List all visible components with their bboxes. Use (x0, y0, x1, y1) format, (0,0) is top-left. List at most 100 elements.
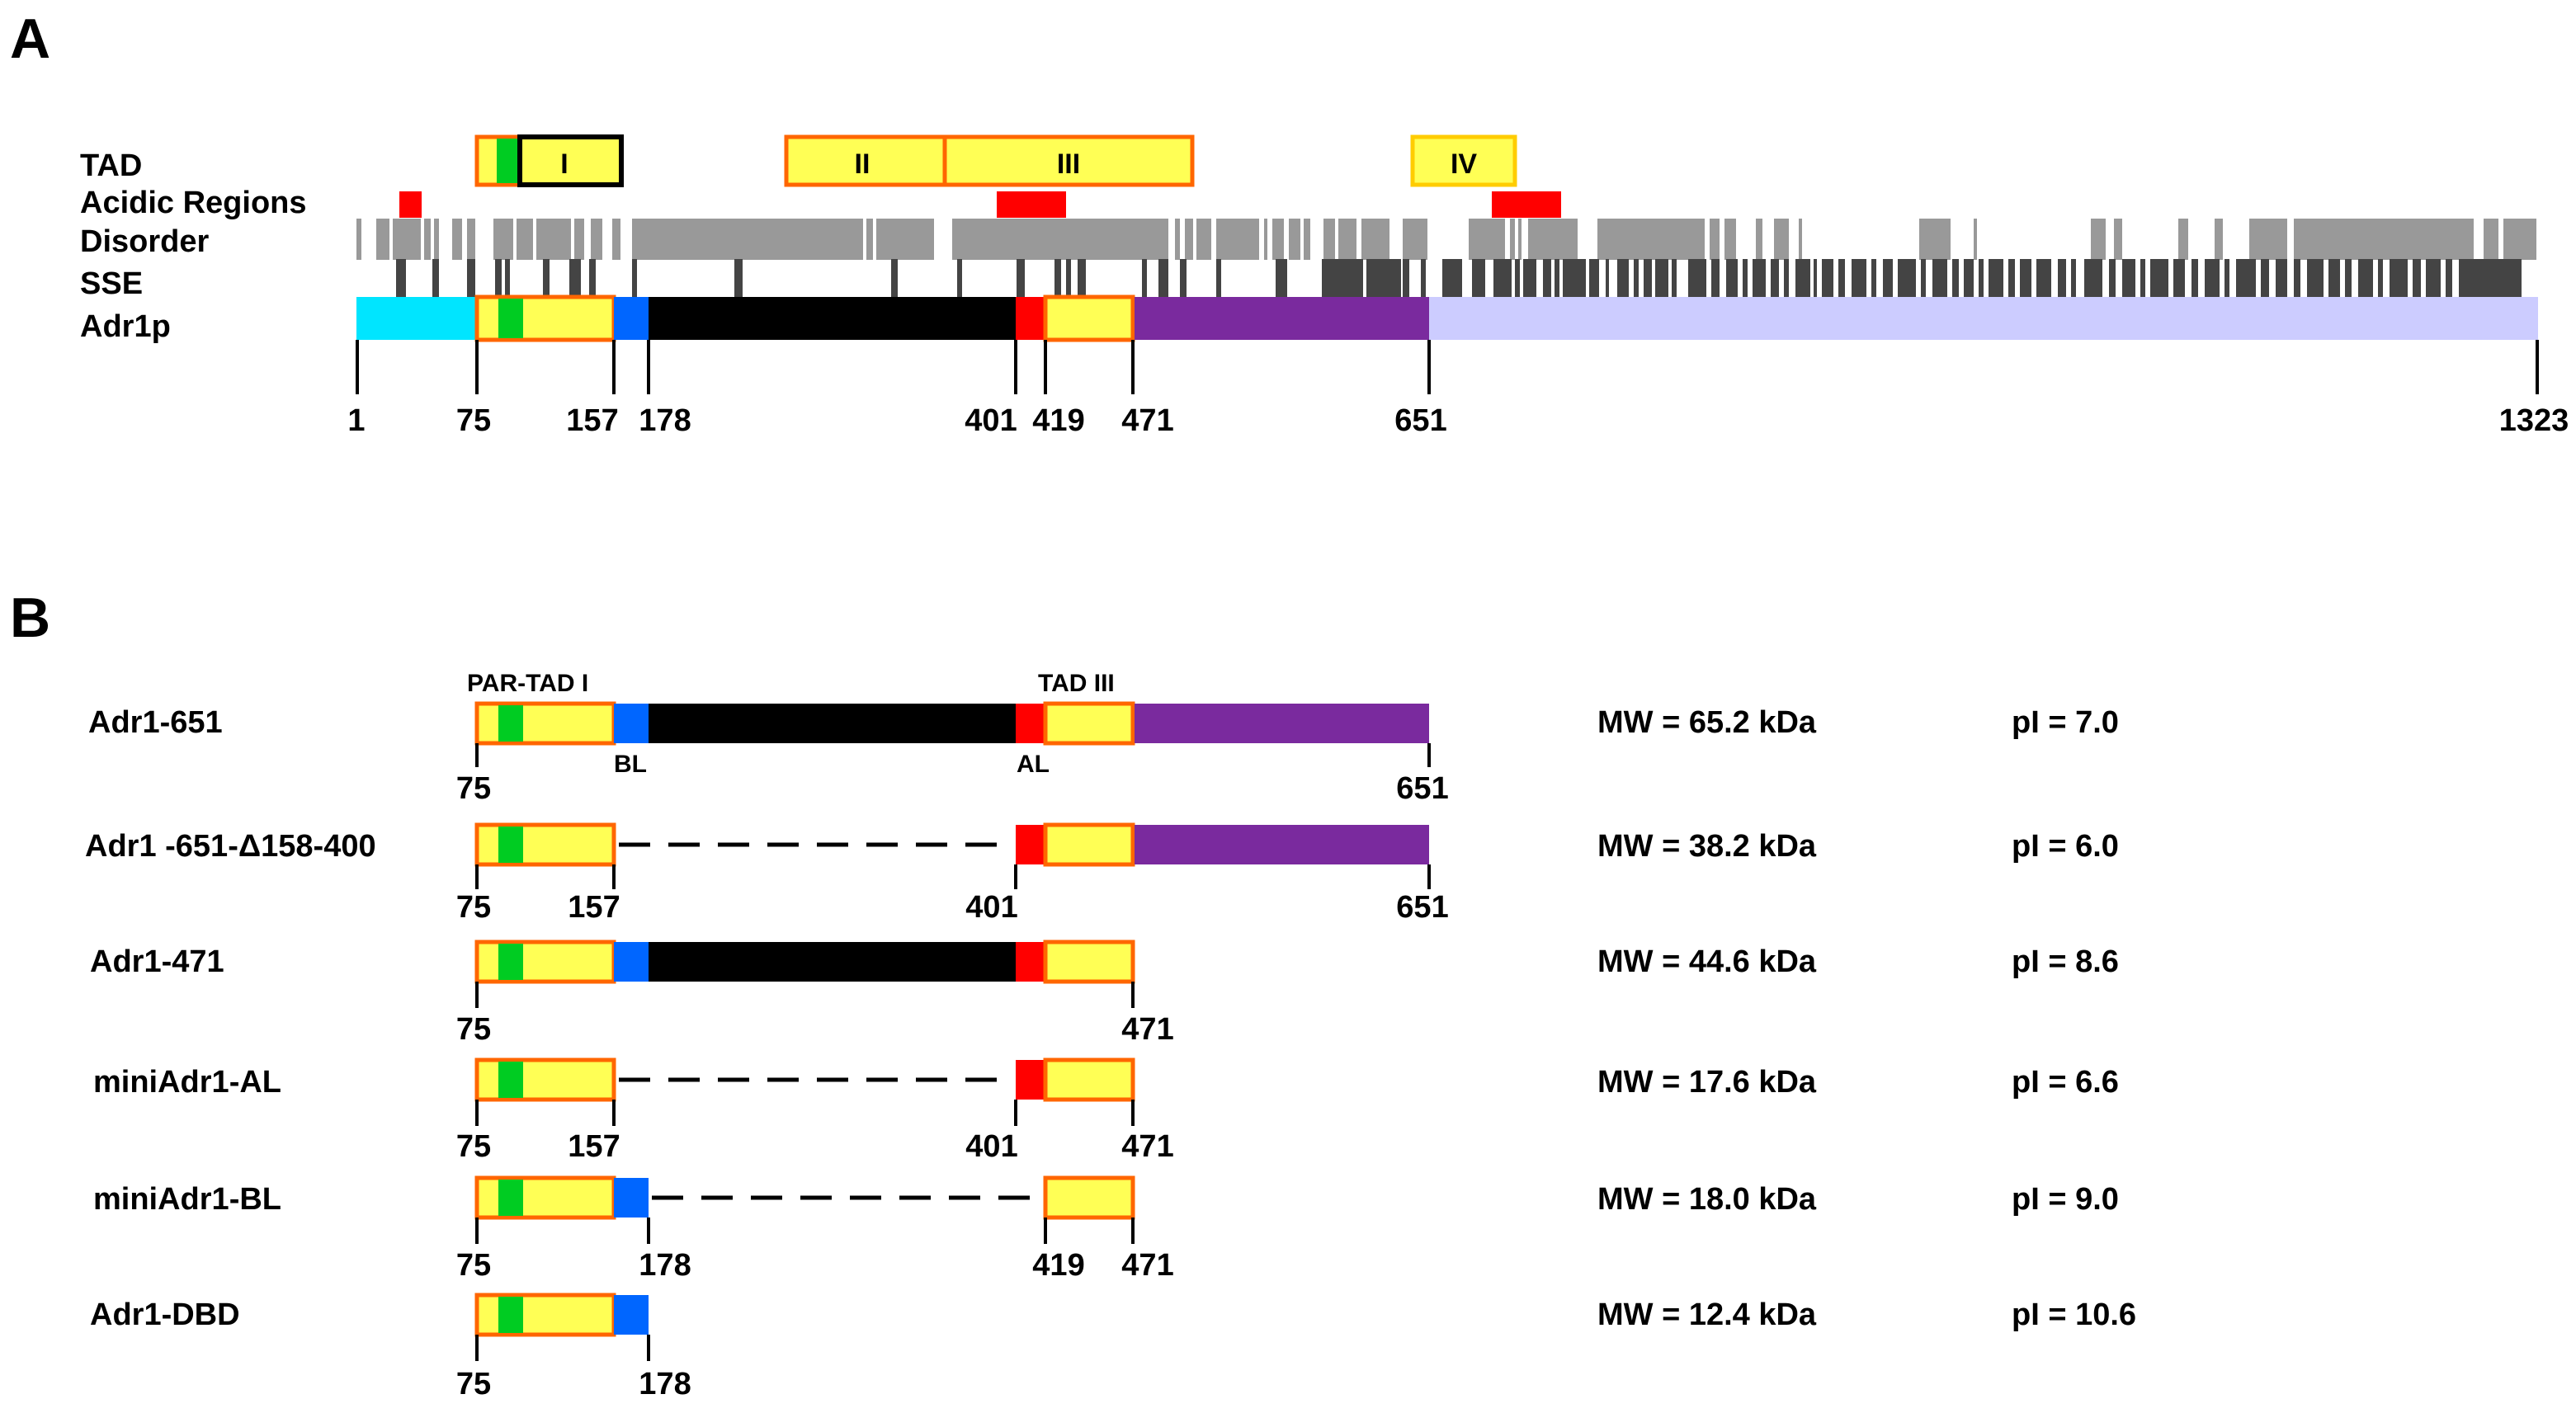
bl-annotation: BL (614, 751, 647, 778)
construct-adr1-471: Adr1-471 75 471 MW = 44.6 kDa pI = 8.6 (90, 940, 2119, 1047)
tad-iv-label: IV (1451, 148, 1477, 180)
sse-segment (2378, 259, 2383, 297)
sse-segment (2084, 259, 2102, 297)
tad-iii-annotation: TAD III (1038, 670, 1115, 697)
tick-label: 157 (568, 1129, 620, 1164)
disorder-segment (574, 219, 584, 260)
tad-iii-domain (1043, 701, 1135, 746)
molecular-weight: MW = 44.6 kDa (1597, 944, 1817, 979)
sse-segment (2140, 259, 2145, 297)
sse-segment (2122, 259, 2135, 297)
isoelectric-point: pI = 6.6 (2012, 1065, 2119, 1100)
basic-linker (614, 297, 649, 340)
tick-label: 75 (456, 1012, 491, 1047)
sse-segment (1753, 259, 1766, 297)
panel-a-axis (356, 340, 2539, 394)
tick-label: 75 (456, 1129, 491, 1164)
basic-linker (614, 942, 649, 982)
disorder-segment (1974, 219, 1977, 260)
sse-segment (543, 259, 550, 297)
sse-segment (432, 259, 439, 297)
sse-segment (1472, 259, 1482, 297)
sse-segment (2276, 259, 2287, 297)
par-tad-green-motif (498, 1297, 523, 1333)
sse-segment (1688, 259, 1706, 297)
par-tad-green-motif (498, 705, 523, 742)
par-tad-i-annotation: PAR-TAD I (467, 670, 588, 697)
region-471-651 (1135, 825, 1429, 864)
sse-segment (1921, 259, 1926, 297)
disorder-segment (1361, 219, 1389, 260)
sse-segment (2261, 259, 2269, 297)
par-tad-green-motif (498, 299, 523, 338)
sse-segment (1421, 259, 1426, 297)
tad-iii-domain (1043, 940, 1135, 984)
sse-segment (1589, 259, 1599, 297)
disorder-segment (1518, 219, 1522, 260)
isoelectric-point: pI = 10.6 (2012, 1298, 2136, 1332)
tick-label: 471 (1121, 403, 1173, 438)
sse-segment (1964, 259, 1974, 297)
tick-label: 1323 (2499, 403, 2569, 438)
sse-segment (1655, 259, 1668, 297)
sse-segment (1771, 259, 1779, 297)
panel-b-label: B (10, 586, 50, 649)
acidic-region (1492, 191, 1561, 218)
tick-label: 75 (456, 1248, 491, 1283)
tick-label: 471 (1121, 1248, 1173, 1283)
sse-segment (1617, 259, 1629, 297)
sse-segment (1883, 259, 1893, 297)
tick-label: 157 (566, 403, 618, 438)
sse-segment (467, 259, 475, 297)
molecular-weight: MW = 38.2 kDa (1597, 829, 1817, 864)
sse-segment (2307, 259, 2324, 297)
sse-segment (2173, 259, 2185, 297)
disorder-segment (536, 219, 571, 260)
par-tad-i-domain (474, 294, 616, 342)
zinc-finger-domain (649, 942, 1016, 982)
c-terminal-region (1429, 297, 2538, 340)
al-annotation: AL (1017, 751, 1050, 778)
sse-segment (2036, 259, 2051, 297)
sse-segment (2150, 259, 2168, 297)
acidic-region (399, 191, 422, 218)
tad-iv-region (1410, 134, 1517, 187)
sse-segment (1932, 259, 1947, 297)
disorder-segment (866, 219, 873, 260)
disorder-segment (2503, 219, 2536, 260)
disorder-segment (424, 219, 431, 260)
disorder-track (356, 219, 2536, 260)
disorder-segment (1403, 219, 1427, 260)
tad-iii-domain (1043, 822, 1135, 867)
disorder-segment (612, 219, 620, 260)
sse-segment (2413, 259, 2421, 297)
tad-ii-region (784, 134, 947, 187)
disorder-segment (2178, 219, 2188, 260)
sse-segment (2390, 259, 2408, 297)
par-tad-green-motif (498, 827, 523, 863)
sse-segment (1672, 259, 1677, 297)
tick-label: 401 (965, 890, 1017, 925)
disorder-segment (1469, 219, 1505, 260)
sse-segment (1644, 259, 1652, 297)
sse-segment (1054, 259, 1061, 297)
par-tad-i-domain (474, 1057, 616, 1102)
disorder-segment (376, 219, 389, 260)
sse-segment (2191, 259, 2198, 297)
par-tad-i-domain (474, 1175, 616, 1220)
sse-segment (2058, 259, 2066, 297)
sse-segment (505, 259, 510, 297)
isoelectric-point: pI = 9.0 (2012, 1182, 2119, 1217)
construct-name: Adr1-471 (90, 944, 224, 979)
sse-segment (2071, 259, 2076, 297)
disorder-segment (434, 219, 439, 260)
sse-segment (1795, 259, 1810, 297)
sse-segment (1216, 259, 1221, 297)
sse-segment (1066, 259, 1071, 297)
acidic-regions-track (399, 191, 1561, 218)
acidic-linker (1016, 297, 1045, 340)
track-label-disorder: Disorder (80, 224, 209, 259)
sse-segment (1180, 259, 1187, 297)
sse-segment (1989, 259, 2003, 297)
construct-adr1-651-delta158-400: Adr1 -651-Δ158-400 75 157 401 651 MW = 3… (85, 822, 2119, 925)
